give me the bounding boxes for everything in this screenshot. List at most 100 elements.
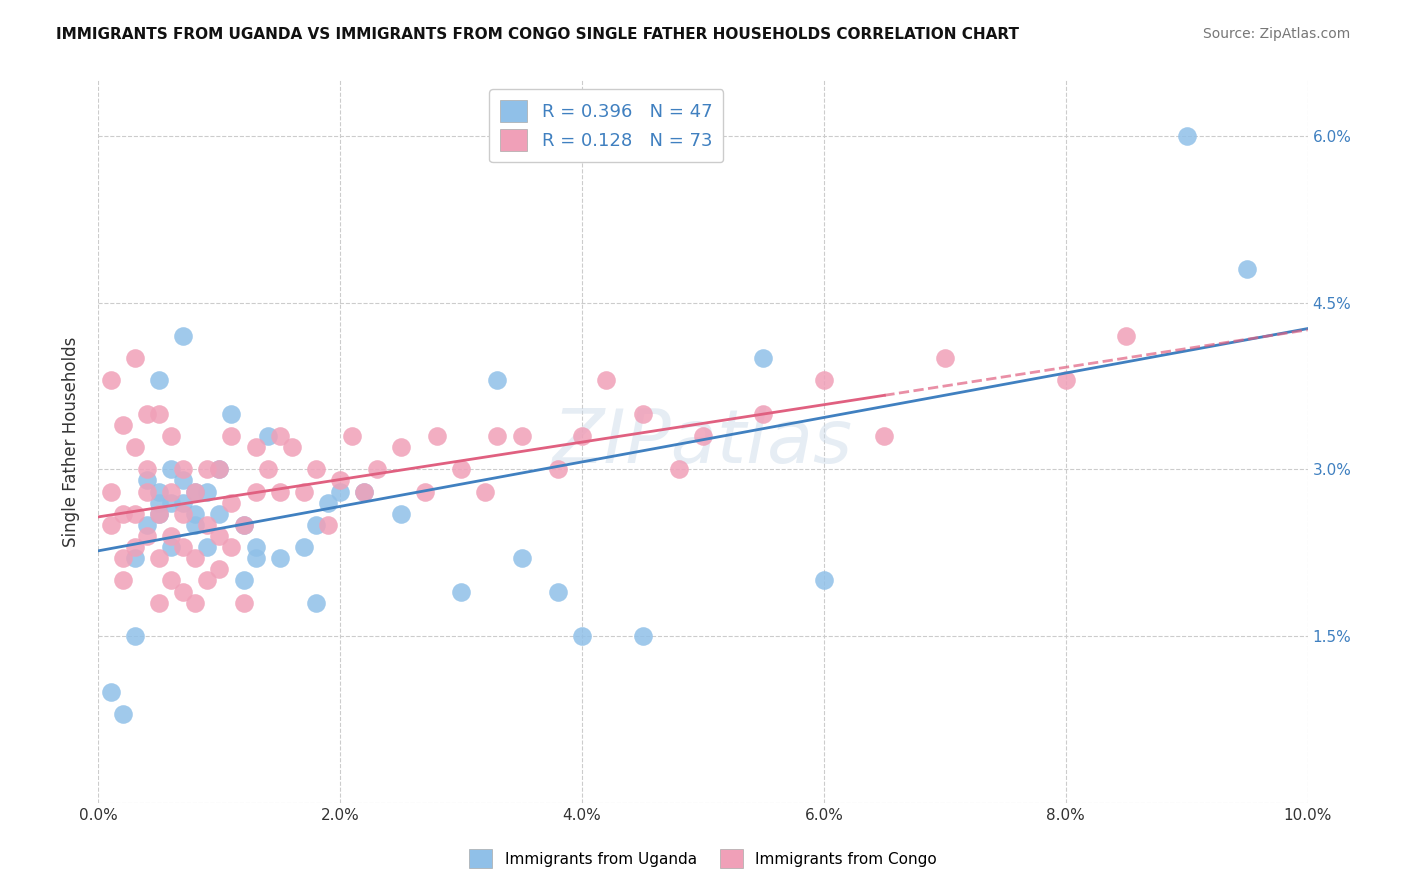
Point (389, 507, 412, 521)
Point (135, 462, 157, 476)
Point (269, 484, 291, 499)
Point (245, 551, 267, 566)
Point (160, 529, 183, 543)
Point (305, 596, 328, 610)
Point (342, 429, 364, 443)
Point (111, 551, 134, 566)
Point (813, 574, 835, 588)
Point (1236, 262, 1258, 277)
Point (486, 373, 509, 387)
Point (184, 551, 207, 566)
Point (221, 496, 243, 510)
Point (135, 484, 157, 499)
Point (148, 407, 170, 421)
Point (148, 373, 170, 387)
Point (160, 574, 183, 588)
Point (329, 484, 352, 499)
Legend: R = 0.396   N = 47, R = 0.128   N = 73: R = 0.396 N = 47, R = 0.128 N = 73 (489, 89, 723, 162)
Point (172, 540, 194, 554)
Point (292, 540, 315, 554)
Point (256, 462, 278, 476)
Point (124, 629, 146, 643)
Point (450, 584, 472, 599)
Point (571, 429, 593, 443)
Point (195, 484, 218, 499)
Point (124, 540, 146, 554)
Point (172, 474, 194, 488)
Point (208, 562, 231, 576)
Point (269, 429, 291, 443)
Point (172, 462, 194, 476)
Point (172, 329, 194, 343)
Point (208, 529, 231, 543)
Point (160, 429, 183, 443)
Text: Source: ZipAtlas.com: Source: ZipAtlas.com (1202, 27, 1350, 41)
Point (631, 407, 654, 421)
Point (813, 373, 835, 387)
Point (172, 507, 194, 521)
Point (934, 351, 956, 366)
Point (232, 596, 254, 610)
Point (752, 407, 775, 421)
Point (111, 706, 134, 721)
Point (668, 462, 690, 476)
Point (353, 484, 375, 499)
Point (208, 507, 231, 521)
Point (245, 484, 267, 499)
Point (1115, 329, 1137, 343)
Point (184, 596, 207, 610)
Point (510, 551, 533, 566)
Point (1054, 373, 1077, 387)
Point (100, 484, 122, 499)
Point (148, 596, 170, 610)
Point (172, 584, 194, 599)
Point (184, 507, 207, 521)
Point (195, 462, 218, 476)
Point (353, 484, 375, 499)
Point (135, 529, 157, 543)
Point (245, 440, 267, 454)
Point (160, 496, 183, 510)
Point (148, 496, 170, 510)
Point (111, 417, 134, 432)
Point (100, 684, 122, 698)
Y-axis label: Single Father Households: Single Father Households (62, 336, 80, 547)
Point (111, 507, 134, 521)
Point (873, 429, 896, 443)
Point (184, 517, 207, 532)
Point (124, 551, 146, 566)
Point (195, 517, 218, 532)
Point (148, 507, 170, 521)
Point (413, 484, 436, 499)
Point (571, 629, 593, 643)
Point (389, 440, 412, 454)
Point (366, 462, 388, 476)
Point (135, 474, 157, 488)
Point (160, 540, 183, 554)
Point (692, 429, 714, 443)
Point (547, 462, 569, 476)
Point (208, 462, 231, 476)
Point (148, 484, 170, 499)
Point (281, 440, 304, 454)
Point (195, 540, 218, 554)
Point (305, 462, 328, 476)
Point (172, 496, 194, 510)
Point (245, 540, 267, 554)
Point (208, 462, 231, 476)
Point (124, 440, 146, 454)
Point (135, 517, 157, 532)
Point (305, 517, 328, 532)
Point (124, 351, 146, 366)
Point (232, 517, 254, 532)
Point (595, 373, 617, 387)
Point (221, 407, 243, 421)
Text: IMMIGRANTS FROM UGANDA VS IMMIGRANTS FROM CONGO SINGLE FATHER HOUSEHOLDS CORRELA: IMMIGRANTS FROM UGANDA VS IMMIGRANTS FRO… (56, 27, 1019, 42)
Point (631, 629, 654, 643)
Point (135, 407, 157, 421)
Text: ZIPatlas: ZIPatlas (553, 406, 853, 477)
Point (195, 574, 218, 588)
Point (160, 484, 183, 499)
Point (474, 484, 496, 499)
Point (160, 462, 183, 476)
